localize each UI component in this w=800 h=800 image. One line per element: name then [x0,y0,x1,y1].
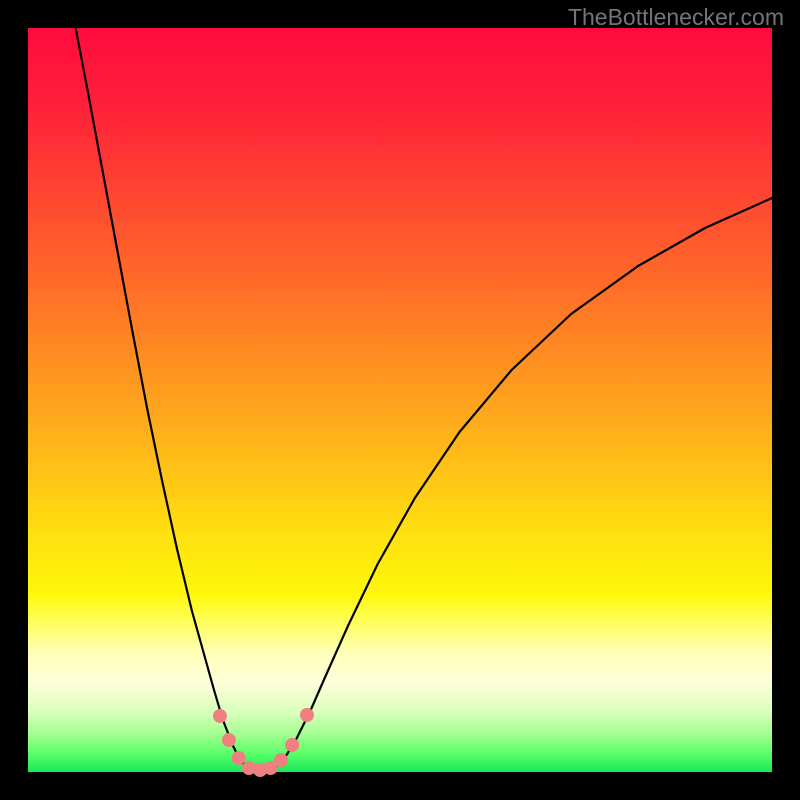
valley-marker [213,709,227,723]
valley-marker [285,738,299,752]
valley-marker [222,733,236,747]
valley-marker [274,753,288,767]
bottleneck-curve [76,28,772,771]
valley-marker [300,708,314,722]
watermark-text: TheBottlenecker.com [568,4,784,31]
valley-marker [232,751,246,765]
curve-layer [0,0,800,800]
chart-frame: TheBottlenecker.com [0,0,800,800]
